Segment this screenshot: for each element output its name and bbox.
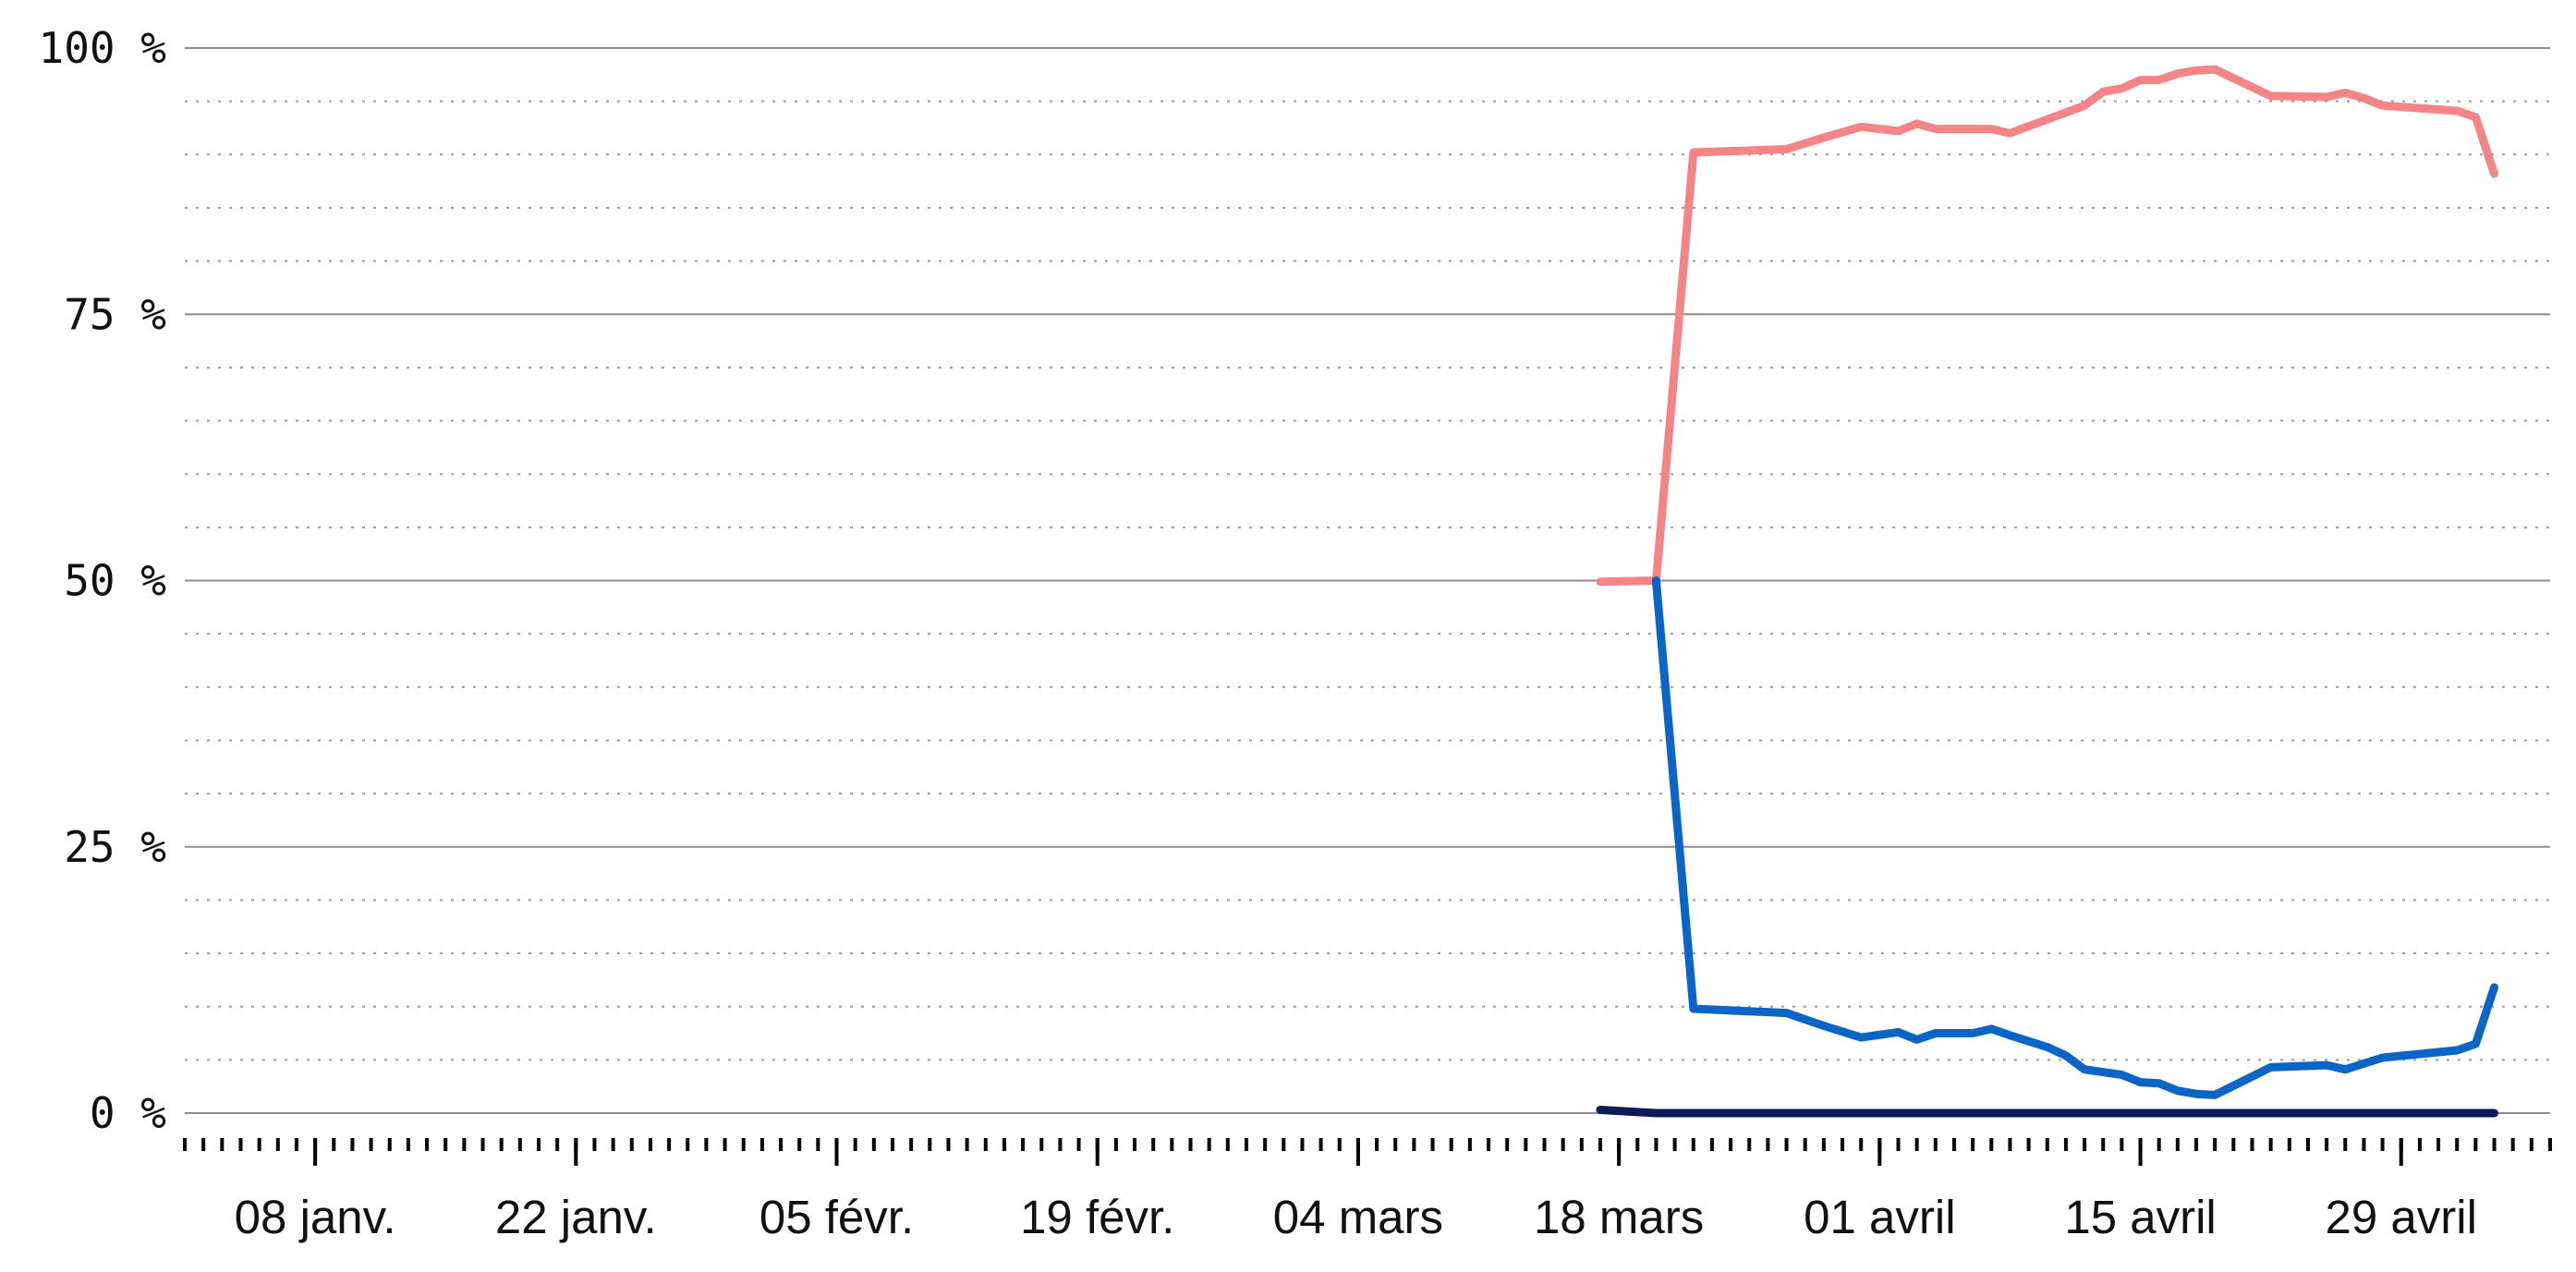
y-axis-tick-labels: 0 % 25 % 50 % 75 % 100 % [39,23,166,1138]
y-tick-label: 50 % [64,556,166,606]
x-tick-label: 22 janv. [495,1191,657,1243]
x-tick-label: 19 févr. [1020,1191,1174,1243]
series-line-2 [1651,576,2498,1099]
y-tick-label: 0 % [90,1088,166,1138]
y-tick-label: 100 % [39,23,166,73]
x-tick-label: 08 janv. [235,1191,396,1243]
data-series [1596,65,2498,1118]
y-tick-label: 25 % [64,822,166,872]
x-tick-label: 29 avril [2326,1191,2477,1243]
x-tick-label: 15 avril [2064,1191,2216,1243]
y-tick-label: 75 % [64,289,166,339]
series-line-3 [1596,1106,2498,1118]
x-tick-label: 18 mars [1534,1191,1704,1243]
x-axis [183,1138,2552,1166]
x-axis-tick-labels: 08 janv. 22 janv. 05 févr. 19 févr. 04 mars 1… [235,1191,2477,1243]
x-tick-label: 01 avril [1804,1191,1955,1243]
x-tick-label: 04 mars [1273,1191,1443,1243]
x-tick-label: 05 févr. [759,1191,914,1243]
series-line-1 [1596,65,2498,587]
